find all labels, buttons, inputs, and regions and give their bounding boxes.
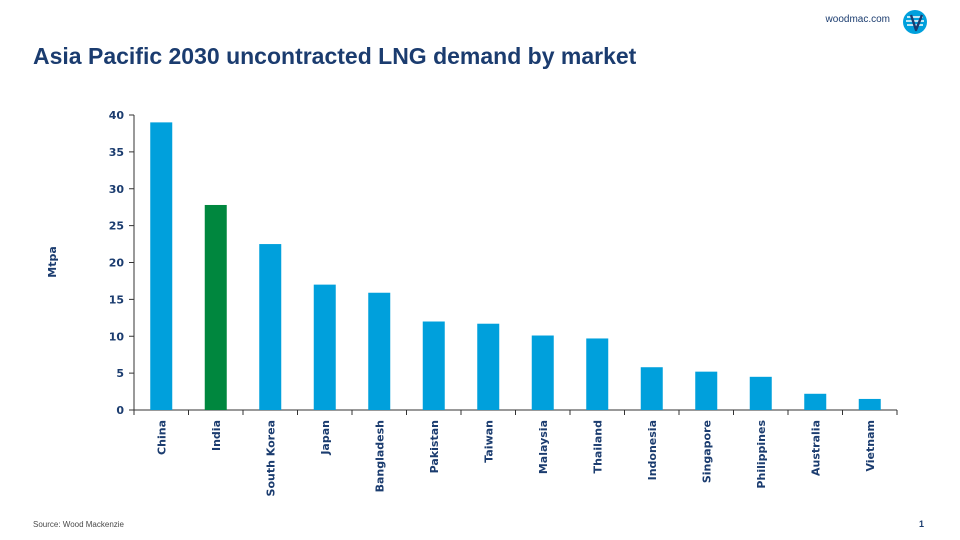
source-note: Source: Wood Mackenzie — [33, 520, 125, 529]
y-tick-label: 10 — [109, 330, 125, 343]
x-tick-label: Singapore — [700, 420, 713, 483]
bar-taiwan — [477, 323, 500, 410]
y-tick-label: 25 — [109, 220, 124, 233]
y-tick-label: 15 — [109, 293, 124, 306]
x-tick-label: South Korea — [264, 420, 277, 496]
x-tick-label: Vietnam — [864, 420, 877, 472]
bar-singapore — [695, 371, 718, 410]
bar-vietnam — [858, 398, 881, 410]
y-tick-label: 0 — [116, 404, 124, 417]
x-tick-label: Japan — [319, 420, 332, 456]
bar-japan — [313, 284, 336, 410]
x-tick-label: China — [155, 420, 168, 455]
bar-china — [150, 122, 173, 410]
y-tick-label: 40 — [109, 109, 125, 122]
x-tick-labels: China India South Korea Japan Bangladesh Paki… — [155, 420, 877, 497]
x-tick-label: India — [210, 420, 223, 451]
x-tick-label: Taiwan — [482, 420, 495, 463]
bar-india — [204, 204, 227, 410]
bar-philippines — [749, 376, 772, 410]
bar-malaysia — [531, 335, 554, 410]
y-tick-label: 35 — [109, 146, 124, 159]
y-axis: 0 5 10 15 20 25 30 35 40 — [109, 109, 135, 417]
x-tick-label: Pakistan — [428, 420, 441, 473]
y-tick-label: 30 — [109, 183, 125, 196]
woodmac-logo-icon — [903, 10, 927, 34]
bar-indonesia — [640, 367, 663, 410]
x-tick-label: Malaysia — [537, 420, 550, 474]
bar-pakistan — [422, 321, 445, 410]
y-tick-label: 20 — [109, 257, 125, 270]
y-tick-label: 5 — [116, 367, 124, 380]
x-tick-label: Thailand — [591, 420, 604, 473]
brand-link[interactable]: woodmac.com — [825, 14, 890, 25]
bar-australia — [804, 393, 827, 410]
page-number: 1 — [918, 519, 924, 529]
page-title: Asia Pacific 2030 uncontracted LNG deman… — [33, 43, 637, 69]
x-tick-label: Philippines — [755, 420, 768, 489]
x-tick-label: Bangladesh — [373, 420, 386, 492]
bar-bangladesh — [368, 292, 391, 410]
x-axis — [133, 409, 898, 415]
bar-south-korea — [259, 244, 282, 410]
bars — [150, 122, 881, 410]
x-tick-label: Australia — [809, 420, 822, 476]
x-tick-label: Indonesia — [646, 420, 659, 480]
y-axis-title: Mtpa — [46, 246, 59, 278]
bar-thailand — [586, 338, 609, 410]
